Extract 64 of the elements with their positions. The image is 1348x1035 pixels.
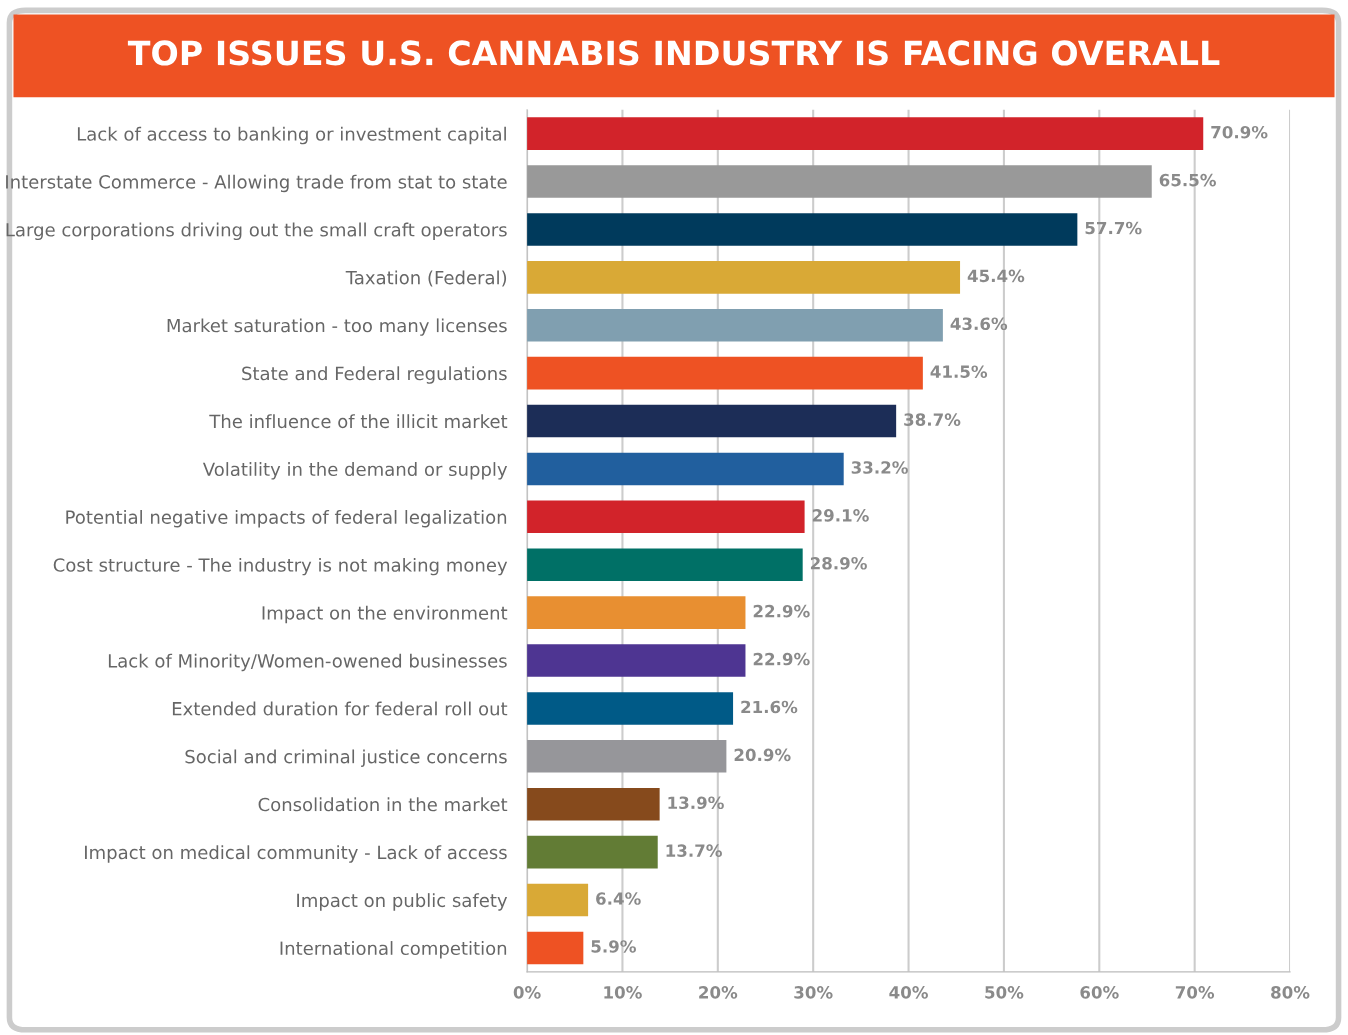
x-tick-label: 10% bbox=[604, 986, 642, 999]
bar bbox=[527, 644, 746, 677]
data-label: 13.9% bbox=[668, 796, 724, 810]
data-label: 6.4% bbox=[596, 892, 641, 905]
chart-title: TOP ISSUES U.S. CANNABIS INDUSTRY IS FACING OVERALL bbox=[127, 40, 1220, 66]
data-label: 28.9% bbox=[810, 556, 867, 570]
data-label: 38.7% bbox=[904, 413, 961, 426]
bar bbox=[527, 308, 943, 342]
y-tick-label: Impact on medical community - Lack of access bbox=[85, 845, 507, 863]
bar bbox=[527, 117, 1204, 150]
x-tick-label: 20% bbox=[699, 986, 738, 999]
data-label: 33.2% bbox=[851, 461, 908, 474]
bar bbox=[527, 931, 584, 965]
y-tick-label: Volatility in the demand or supply bbox=[202, 462, 508, 480]
x-tick-label: 0% bbox=[513, 986, 541, 999]
x-tick-label: 40% bbox=[889, 986, 928, 999]
y-tick-label: Social and criminal justice concerns bbox=[185, 749, 507, 767]
data-label: 65.5% bbox=[1159, 173, 1216, 187]
x-tick-label: 70% bbox=[1175, 986, 1215, 999]
bar bbox=[527, 548, 803, 582]
y-tick-label: Lack of Minority/Women-owened businesses bbox=[108, 653, 507, 672]
bar bbox=[527, 404, 897, 438]
data-label: 22.9% bbox=[753, 652, 810, 666]
x-tick-label: 50% bbox=[985, 986, 1024, 999]
y-tick-label: Impact on public safety bbox=[297, 893, 508, 911]
y-tick-label: Cost structure - The industry is not making money bbox=[53, 557, 508, 576]
bar bbox=[527, 213, 1078, 246]
y-tick-label: Impact on the environment bbox=[262, 605, 508, 624]
y-tick-label: State and Federal regulations bbox=[242, 366, 507, 384]
data-label: 70.9% bbox=[1211, 125, 1268, 139]
y-tick-label: Large corporations driving out the small craft operators bbox=[6, 222, 507, 241]
y-tick-label: Potential negative impacts of federal legalization bbox=[66, 509, 507, 528]
y-tick-label: Taxation (Federal) bbox=[345, 270, 507, 287]
data-label: 45.4% bbox=[967, 269, 1025, 283]
bar bbox=[527, 500, 805, 534]
bar bbox=[527, 261, 961, 294]
data-label: 20.9% bbox=[734, 748, 791, 762]
y-tick-label: Market saturation - too many licenses bbox=[167, 318, 507, 336]
bar bbox=[527, 740, 727, 773]
x-tick-label: 30% bbox=[794, 986, 833, 999]
x-tick-label: 80% bbox=[1271, 986, 1310, 999]
y-tick-label: Consolidation in the market bbox=[258, 797, 508, 812]
bar bbox=[527, 356, 923, 390]
bar bbox=[527, 692, 734, 725]
data-label: 22.9% bbox=[753, 604, 810, 618]
y-tick-label: Lack of access to banking or investment capital bbox=[77, 126, 506, 145]
data-label: 43.6% bbox=[950, 317, 1008, 331]
data-label: 21.6% bbox=[741, 700, 798, 714]
data-label: 29.1% bbox=[812, 509, 869, 522]
bar bbox=[527, 452, 844, 486]
bar bbox=[527, 883, 589, 917]
bar bbox=[527, 165, 1152, 198]
x-tick-label: 60% bbox=[1080, 986, 1119, 999]
data-label: 13.7% bbox=[666, 844, 722, 857]
bar bbox=[527, 787, 660, 821]
y-tick-label: International competition bbox=[280, 941, 507, 959]
y-tick-label: The influence of the illicit market bbox=[209, 414, 508, 429]
data-label: 57.7% bbox=[1085, 221, 1142, 235]
bar bbox=[527, 835, 658, 869]
y-tick-label: Interstate Commerce - Allowing trade from stat to state bbox=[6, 174, 507, 193]
y-tick-label: Extended duration for federal roll out bbox=[172, 701, 508, 716]
data-label: 5.9% bbox=[591, 940, 636, 953]
data-label: 41.5% bbox=[930, 365, 988, 378]
bar bbox=[527, 596, 746, 629]
